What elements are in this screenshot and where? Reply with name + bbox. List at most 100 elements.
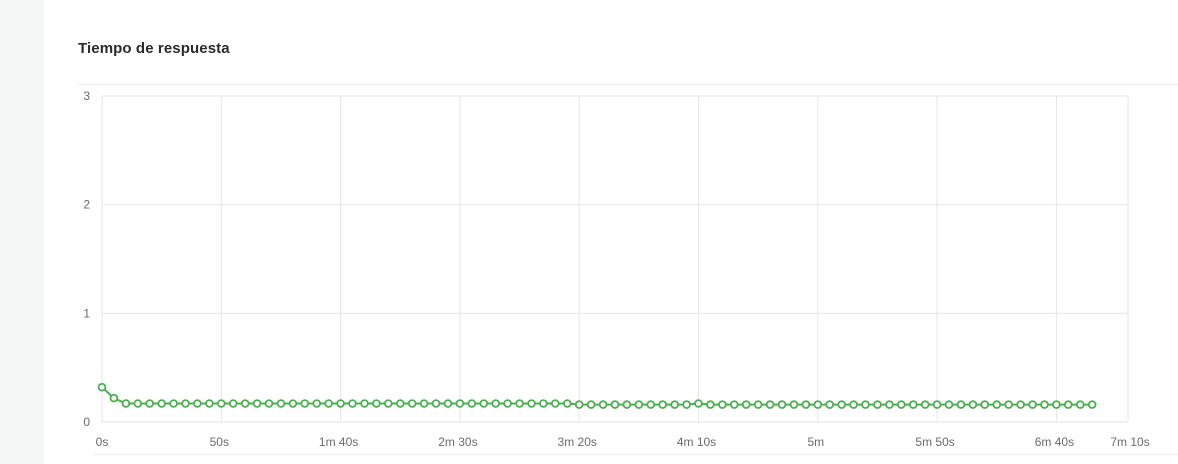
data-point[interactable]	[992, 400, 1002, 409]
data-point[interactable]	[455, 399, 465, 408]
data-point[interactable]	[145, 399, 155, 408]
series-line-layer	[101, 386, 1093, 406]
data-point[interactable]	[217, 399, 226, 408]
data-point[interactable]	[539, 399, 548, 408]
data-point[interactable]	[574, 400, 584, 409]
data-point[interactable]	[276, 399, 286, 408]
data-point[interactable]	[479, 399, 489, 408]
data-point[interactable]	[515, 399, 524, 408]
data-point[interactable]	[205, 399, 214, 408]
data-point[interactable]	[896, 400, 906, 409]
x-tick-label: 7m 10s	[1110, 435, 1149, 449]
y-tick-label: 1	[83, 306, 90, 320]
data-point[interactable]	[920, 400, 930, 409]
data-point[interactable]	[944, 400, 954, 409]
data-point[interactable]	[336, 399, 345, 408]
data-point[interactable]	[193, 399, 202, 408]
data-point[interactable]	[395, 399, 405, 408]
series-points-layer	[97, 382, 1097, 409]
data-point[interactable]	[753, 400, 763, 409]
data-point[interactable]	[228, 399, 238, 408]
data-point[interactable]	[885, 400, 894, 409]
y-axis-ticks: 0 1 2 3	[83, 89, 90, 429]
data-point[interactable]	[181, 399, 190, 408]
data-point[interactable]	[133, 399, 143, 408]
data-point[interactable]	[383, 399, 393, 408]
data-point[interactable]	[491, 399, 501, 408]
data-point[interactable]	[407, 399, 417, 408]
data-point[interactable]	[372, 399, 381, 408]
x-tick-label: 2m 30s	[438, 435, 477, 449]
data-point[interactable]	[1052, 400, 1061, 409]
data-point[interactable]	[789, 400, 799, 409]
data-point[interactable]	[1064, 400, 1073, 409]
data-point[interactable]	[622, 400, 632, 409]
data-point[interactable]	[360, 399, 369, 408]
x-tick-label: 50s	[210, 435, 229, 449]
data-point[interactable]	[932, 400, 942, 409]
data-point[interactable]	[777, 400, 787, 409]
data-point[interactable]	[169, 399, 178, 408]
data-point[interactable]	[1016, 400, 1025, 409]
data-point[interactable]	[634, 400, 644, 409]
data-point[interactable]	[1028, 400, 1037, 409]
data-point[interactable]	[467, 399, 477, 408]
data-point[interactable]	[562, 399, 572, 408]
data-point[interactable]	[1004, 400, 1013, 409]
data-point[interactable]	[658, 400, 667, 409]
data-point[interactable]	[97, 382, 107, 392]
data-point[interactable]	[121, 399, 131, 408]
data-point[interactable]	[157, 399, 167, 408]
data-point[interactable]	[741, 400, 751, 409]
data-point[interactable]	[837, 400, 846, 409]
grid-layer	[101, 95, 1129, 423]
data-point[interactable]	[527, 399, 536, 408]
x-tick-label: 5m 50s	[915, 435, 954, 449]
data-point[interactable]	[312, 399, 322, 408]
data-point[interactable]	[956, 400, 966, 409]
data-point[interactable]	[873, 400, 882, 409]
data-point[interactable]	[1076, 400, 1085, 409]
x-tick-label: 3m 20s	[558, 435, 597, 449]
data-point[interactable]	[968, 400, 978, 409]
data-point[interactable]	[646, 400, 656, 409]
data-point[interactable]	[264, 399, 274, 408]
data-point[interactable]	[694, 399, 703, 408]
data-point[interactable]	[550, 399, 560, 408]
data-point[interactable]	[300, 399, 310, 408]
data-point[interactable]	[908, 400, 918, 409]
data-point[interactable]	[240, 399, 250, 408]
data-point[interactable]	[861, 400, 870, 409]
data-point[interactable]	[1087, 400, 1097, 409]
data-point[interactable]	[252, 399, 262, 408]
card-bottom-border	[94, 454, 1178, 455]
data-point[interactable]	[682, 400, 691, 409]
data-point[interactable]	[586, 400, 596, 409]
data-point[interactable]	[670, 400, 679, 409]
data-point[interactable]	[765, 400, 775, 409]
data-point[interactable]	[610, 400, 620, 409]
data-point[interactable]	[813, 400, 823, 409]
x-tick-label: 0s	[96, 435, 109, 449]
y-tick-label: 3	[83, 89, 90, 103]
data-point[interactable]	[825, 400, 834, 409]
data-point[interactable]	[443, 399, 453, 408]
data-point[interactable]	[1040, 400, 1049, 409]
plot-frame	[101, 95, 1129, 423]
data-point[interactable]	[419, 399, 429, 408]
data-point[interactable]	[503, 399, 512, 408]
response-time-card: Tiempo de respuesta	[44, 0, 1178, 464]
data-point[interactable]	[324, 399, 334, 408]
data-point[interactable]	[980, 400, 990, 409]
data-point[interactable]	[431, 399, 441, 408]
data-point[interactable]	[348, 399, 357, 408]
data-point[interactable]	[706, 400, 715, 409]
data-point[interactable]	[598, 400, 608, 409]
data-point[interactable]	[849, 400, 858, 409]
data-point[interactable]	[729, 400, 739, 409]
data-point[interactable]	[288, 399, 298, 408]
data-point[interactable]	[801, 400, 811, 409]
data-point[interactable]	[718, 400, 727, 409]
title-divider	[78, 84, 1178, 85]
data-point[interactable]	[109, 393, 119, 403]
